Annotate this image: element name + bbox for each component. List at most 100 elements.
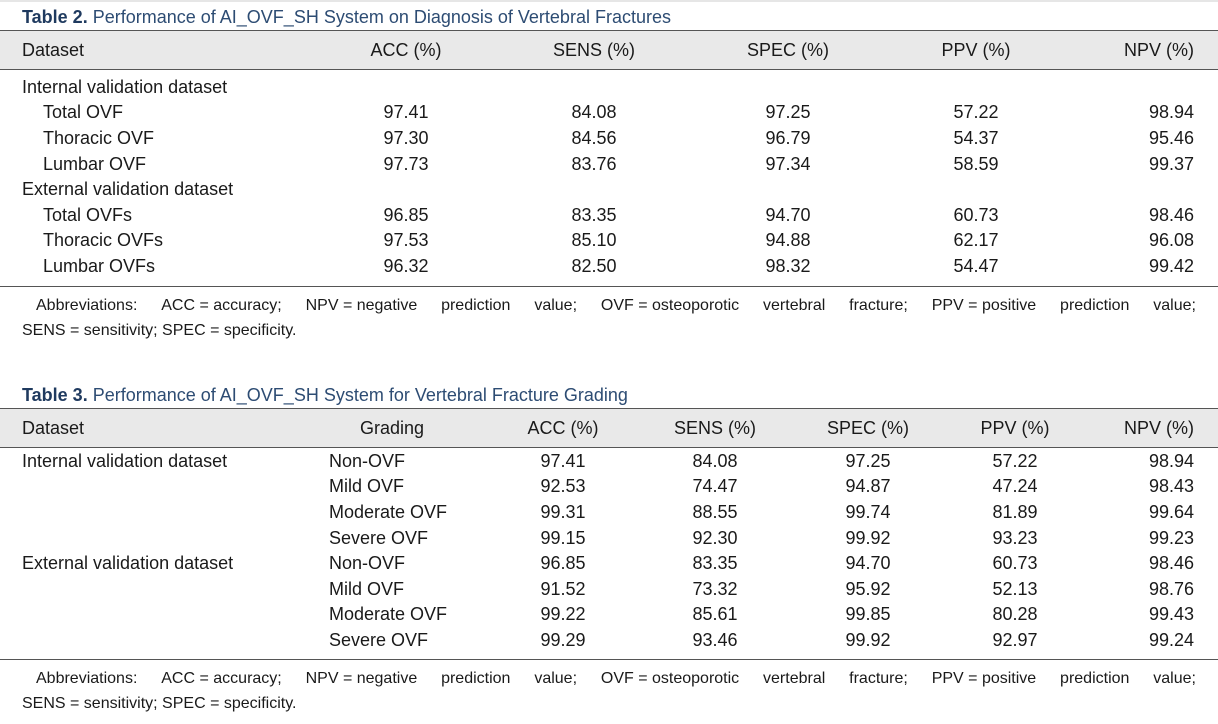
value-cell: 54.37 bbox=[953, 127, 999, 148]
abbr-word: NPV = negative bbox=[305, 296, 418, 314]
value-cell: 97.41 bbox=[383, 102, 429, 123]
table-row: Lumbar OVF 97.73 83.76 97.34 58.59 99.37 bbox=[0, 151, 1218, 177]
grading-label: Non-OVF bbox=[329, 553, 406, 574]
value-cell: 99.24 bbox=[1148, 629, 1194, 650]
abbr-word: Abbreviations: bbox=[36, 296, 138, 314]
value-cell: 99.29 bbox=[540, 629, 586, 650]
value-cell: 99.92 bbox=[845, 629, 891, 650]
value-cell: 99.64 bbox=[1148, 501, 1194, 522]
value-cell: 88.55 bbox=[692, 501, 738, 522]
value-cell: 58.59 bbox=[953, 153, 999, 174]
table-2-abbreviations: Abbreviations: ACC = accuracy; NPV = negat… bbox=[0, 287, 1218, 343]
value-cell: 60.73 bbox=[953, 204, 999, 225]
value-cell: 82.50 bbox=[571, 255, 617, 276]
table-2-body: Internal validation dataset Total OVF 97.4… bbox=[0, 70, 1218, 279]
value-cell: 47.24 bbox=[992, 476, 1038, 497]
grading-label: Moderate OVF bbox=[329, 501, 448, 522]
abbr-word: fracture; bbox=[849, 669, 908, 687]
header-spec: SPEC (%) bbox=[826, 418, 910, 438]
table-row: Mild OVF 91.52 73.32 95.92 52.13 98.76 bbox=[0, 576, 1218, 602]
header-npv: NPV (%) bbox=[1123, 40, 1194, 60]
abbr-word: value; bbox=[1153, 669, 1196, 687]
value-cell: 80.28 bbox=[992, 604, 1038, 625]
header-ppv: PPV (%) bbox=[941, 40, 1011, 60]
value-cell: 57.22 bbox=[953, 102, 999, 123]
value-cell: 95.92 bbox=[845, 578, 891, 599]
top-divider bbox=[0, 0, 1218, 2]
abbr-word: ACC = accuracy; bbox=[161, 669, 282, 687]
value-cell: 83.35 bbox=[571, 204, 617, 225]
abbr-word: value; bbox=[534, 669, 578, 687]
header-npv: NPV (%) bbox=[1123, 418, 1194, 438]
value-cell: 92.53 bbox=[540, 476, 586, 497]
header-dataset: Dataset bbox=[22, 418, 85, 438]
value-cell: 84.08 bbox=[692, 450, 738, 471]
table-2-caption: Table 2. Performance of AI_OVF_SH System… bbox=[0, 6, 1218, 30]
header-acc: ACC (%) bbox=[370, 40, 442, 60]
table-row: Moderate OVF 99.31 88.55 99.74 81.89 99.64 bbox=[0, 499, 1218, 525]
group-label: Internal validation dataset bbox=[22, 76, 228, 97]
table-row: Severe OVF 99.29 93.46 99.92 92.97 99.24 bbox=[0, 627, 1218, 653]
header-grading: Grading bbox=[359, 418, 425, 438]
value-cell: 93.23 bbox=[992, 527, 1038, 548]
value-cell: 57.22 bbox=[992, 450, 1038, 471]
grading-label: Moderate OVF bbox=[329, 604, 448, 625]
table-3-caption: Table 3. Performance of AI_OVF_SH System… bbox=[0, 384, 1218, 408]
value-cell: 96.85 bbox=[540, 553, 586, 574]
row-label: Total OVF bbox=[43, 102, 124, 123]
value-cell: 99.22 bbox=[540, 604, 586, 625]
header-acc: ACC (%) bbox=[527, 418, 599, 438]
table-2-label: Table 2. bbox=[22, 7, 88, 27]
value-cell: 98.76 bbox=[1148, 578, 1194, 599]
abbr-word: OVF = osteoporotic bbox=[600, 669, 740, 687]
value-cell: 95.46 bbox=[1148, 127, 1194, 148]
table-3: Table 3. Performance of AI_OVF_SH System… bbox=[0, 384, 1218, 716]
value-cell: 99.85 bbox=[845, 604, 891, 625]
value-cell: 94.88 bbox=[765, 230, 811, 251]
table-3-body: Internal validation dataset Non-OVF 97.41 8… bbox=[0, 448, 1218, 653]
value-cell: 94.87 bbox=[845, 476, 891, 497]
value-cell: 93.46 bbox=[692, 629, 738, 650]
table-row: Total OVFs 96.85 83.35 94.70 60.73 98.46 bbox=[0, 202, 1218, 228]
value-cell: 99.15 bbox=[540, 527, 586, 548]
dataset-label: External validation dataset bbox=[22, 553, 234, 574]
abbr-word: prediction bbox=[441, 669, 511, 687]
value-cell: 91.52 bbox=[540, 578, 586, 599]
abbr-word: prediction bbox=[1060, 296, 1130, 314]
table-row: Mild OVF 92.53 74.47 94.87 47.24 98.43 bbox=[0, 474, 1218, 500]
value-cell: 97.53 bbox=[383, 230, 429, 251]
value-cell: 98.32 bbox=[765, 255, 811, 276]
value-cell: 97.25 bbox=[765, 102, 811, 123]
value-cell: 96.79 bbox=[765, 127, 811, 148]
value-cell: 94.70 bbox=[845, 553, 891, 574]
table-row: Lumbar OVFs 96.32 82.50 98.32 54.47 99.42 bbox=[0, 253, 1218, 279]
abbr-line-1: Abbreviations: ACC = accuracy; NPV = negat… bbox=[22, 666, 1196, 691]
abbr-word: value; bbox=[1153, 296, 1196, 314]
value-cell: 85.10 bbox=[571, 230, 617, 251]
abbr-word: value; bbox=[534, 296, 578, 314]
value-cell: 85.61 bbox=[692, 604, 738, 625]
table-3-bottom-rule bbox=[0, 658, 1218, 660]
grading-label: Severe OVF bbox=[329, 629, 429, 650]
table-row: Thoracic OVFs 97.53 85.10 94.88 62.17 96.08 bbox=[0, 228, 1218, 254]
header-spec: SPEC (%) bbox=[746, 40, 830, 60]
abbr-word: prediction bbox=[1060, 669, 1130, 687]
value-cell: 98.94 bbox=[1148, 450, 1194, 471]
value-cell: 99.23 bbox=[1148, 527, 1194, 548]
value-cell: 97.30 bbox=[383, 127, 429, 148]
value-cell: 54.47 bbox=[953, 255, 999, 276]
abbr-word: vertebral bbox=[763, 669, 826, 687]
abbr-word: prediction bbox=[441, 296, 511, 314]
value-cell: 74.47 bbox=[692, 476, 738, 497]
row-label: Thoracic OVFs bbox=[43, 230, 164, 251]
abbr-word: OVF = osteoporotic bbox=[600, 296, 740, 314]
value-cell: 98.46 bbox=[1148, 204, 1194, 225]
abbr-word: vertebral bbox=[763, 296, 826, 314]
value-cell: 97.73 bbox=[383, 153, 429, 174]
value-cell: 84.08 bbox=[571, 102, 617, 123]
value-cell: 98.43 bbox=[1148, 476, 1194, 497]
abbr-word: ACC = accuracy; bbox=[161, 296, 282, 314]
table-row: Total OVF 97.41 84.08 97.25 57.22 98.94 bbox=[0, 100, 1218, 126]
value-cell: 99.37 bbox=[1148, 153, 1194, 174]
table-row: External validation dataset Non-OVF 96.85 8… bbox=[0, 550, 1218, 576]
